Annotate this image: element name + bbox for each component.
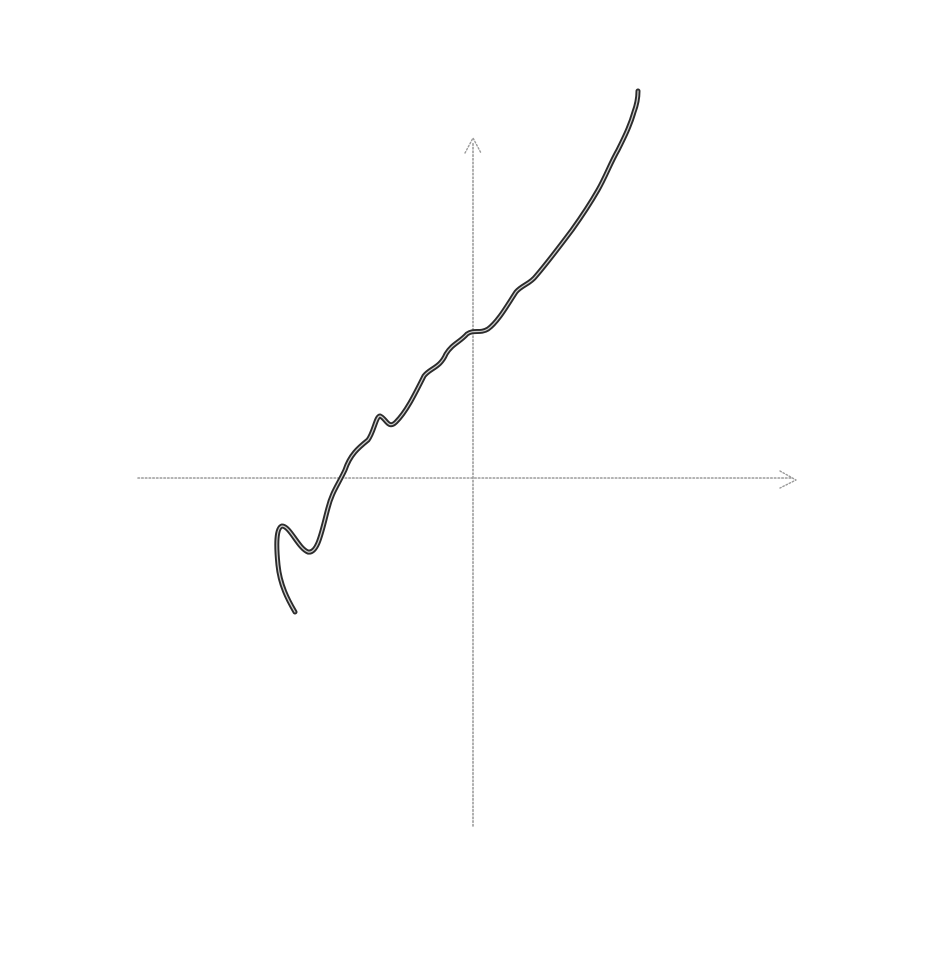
function-curve [274,88,641,615]
x-axis-arrow [779,470,797,489]
curve-stroke [274,88,641,615]
y-axis-arrow [464,137,482,154]
coordinate-axes [137,137,797,827]
curve-highlight [276,90,639,613]
